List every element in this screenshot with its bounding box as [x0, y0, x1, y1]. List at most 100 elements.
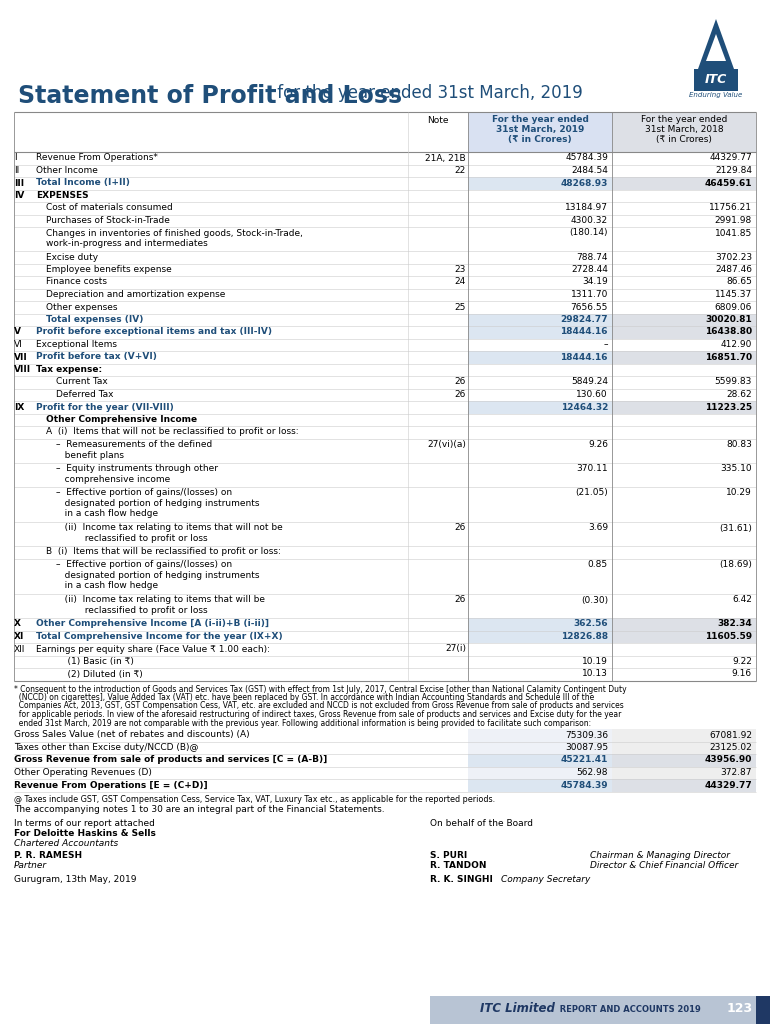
Text: (1) Basic (in ₹): (1) Basic (in ₹) — [56, 657, 134, 666]
Text: (21.05): (21.05) — [575, 488, 608, 497]
Text: 0.85: 0.85 — [588, 560, 608, 569]
Text: VI: VI — [14, 340, 23, 349]
Text: R. TANDON: R. TANDON — [430, 861, 487, 870]
Bar — [468, 741, 612, 754]
Bar — [612, 618, 756, 631]
Text: 27(i): 27(i) — [445, 644, 466, 653]
Text: (NCCD) on cigarettes], Value Added Tax (VAT) etc. have been replaced by GST. In : (NCCD) on cigarettes], Value Added Tax (… — [14, 693, 594, 702]
Text: Changes in inventories of finished goods, Stock-in-Trade,
work-in-progress and i: Changes in inventories of finished goods… — [46, 228, 303, 248]
Text: 13184.97: 13184.97 — [565, 204, 608, 213]
Text: 23125.02: 23125.02 — [709, 743, 752, 752]
Text: 6.42: 6.42 — [732, 596, 752, 604]
Text: Chairman & Managing Director: Chairman & Managing Director — [590, 852, 730, 860]
Text: 382.34: 382.34 — [717, 620, 752, 629]
Text: 26: 26 — [454, 596, 466, 604]
Text: 80.83: 80.83 — [726, 440, 752, 449]
Text: (0.30): (0.30) — [581, 596, 608, 604]
Text: 1145.37: 1145.37 — [715, 290, 752, 299]
Text: Employee benefits expense: Employee benefits expense — [46, 265, 172, 274]
Bar — [612, 779, 756, 792]
Text: 9.22: 9.22 — [732, 657, 752, 666]
Bar — [756, 996, 770, 1024]
Text: (180.14): (180.14) — [570, 228, 608, 238]
Text: 9.26: 9.26 — [588, 440, 608, 449]
Text: XI: XI — [14, 632, 25, 641]
Text: For the year ended: For the year ended — [641, 115, 727, 124]
Text: 5849.24: 5849.24 — [571, 378, 608, 386]
Text: P. R. RAMESH: P. R. RAMESH — [14, 852, 82, 860]
Text: EXPENSES: EXPENSES — [36, 191, 89, 200]
Text: Other expenses: Other expenses — [46, 302, 118, 311]
Text: B  (i)  Items that will be reclassified to profit or loss:: B (i) Items that will be reclassified to… — [46, 548, 281, 556]
Text: 10.29: 10.29 — [726, 488, 752, 497]
Text: 11223.25: 11223.25 — [705, 402, 752, 412]
Text: Excise duty: Excise duty — [46, 253, 98, 261]
Text: * Consequent to the introduction of Goods and Services Tax (GST) with effect fro: * Consequent to the introduction of Good… — [14, 684, 627, 693]
Text: Partner: Partner — [14, 861, 47, 870]
Text: Cost of materials consumed: Cost of materials consumed — [46, 204, 172, 213]
Text: IX: IX — [14, 402, 25, 412]
Text: 2728.44: 2728.44 — [571, 265, 608, 274]
Text: 2129.84: 2129.84 — [715, 166, 752, 175]
Text: –  Equity instruments through other
   comprehensive income: – Equity instruments through other compr… — [56, 464, 218, 483]
Text: VIII: VIII — [14, 365, 31, 374]
Text: 3.69: 3.69 — [588, 523, 608, 532]
Bar — [612, 729, 756, 741]
Text: 1311.70: 1311.70 — [571, 290, 608, 299]
Text: Total Income (I+II): Total Income (I+II) — [36, 178, 130, 187]
Text: Exceptional Items: Exceptional Items — [36, 340, 117, 349]
Text: 25: 25 — [454, 302, 466, 311]
Bar — [468, 779, 612, 792]
Text: Gurugram, 13th May, 2019: Gurugram, 13th May, 2019 — [14, 876, 136, 885]
Text: Note: Note — [427, 116, 449, 125]
Text: 7656.55: 7656.55 — [571, 302, 608, 311]
Bar — [468, 767, 612, 779]
Text: 412.90: 412.90 — [721, 340, 752, 349]
Text: Earnings per equity share (Face Value ₹ 1.00 each):: Earnings per equity share (Face Value ₹ … — [36, 644, 270, 653]
Text: 45221.41: 45221.41 — [561, 756, 608, 765]
Text: 6809.06: 6809.06 — [715, 302, 752, 311]
Bar — [612, 401, 756, 414]
Bar — [468, 112, 612, 152]
Text: Revenue From Operations [E = (C+D)]: Revenue From Operations [E = (C+D)] — [14, 780, 208, 790]
Text: 5599.83: 5599.83 — [715, 378, 752, 386]
Text: 27(vi)(a): 27(vi)(a) — [427, 440, 466, 449]
Text: Other Comprehensive Income [A (i-ii)+B (i-ii)]: Other Comprehensive Income [A (i-ii)+B (… — [36, 620, 269, 629]
Bar — [612, 754, 756, 767]
Bar — [468, 401, 612, 414]
Bar — [468, 177, 612, 189]
Text: 31st March, 2019: 31st March, 2019 — [496, 125, 584, 134]
Text: For Deloitte Haskins & Sells: For Deloitte Haskins & Sells — [14, 828, 156, 838]
Text: Gross Sales Value (net of rebates and discounts) (A): Gross Sales Value (net of rebates and di… — [14, 730, 249, 739]
Text: 24: 24 — [455, 278, 466, 287]
Text: 34.19: 34.19 — [582, 278, 608, 287]
Text: 130.60: 130.60 — [577, 390, 608, 399]
Text: ITC Limited: ITC Limited — [480, 1002, 555, 1016]
Text: Purchases of Stock-in-Trade: Purchases of Stock-in-Trade — [46, 216, 170, 225]
Text: ended 31st March, 2019 are not comparable with the previous year. Following addi: ended 31st March, 2019 are not comparabl… — [14, 719, 591, 727]
Text: 75309.36: 75309.36 — [565, 730, 608, 739]
Text: Finance costs: Finance costs — [46, 278, 107, 287]
Text: Deferred Tax: Deferred Tax — [56, 390, 113, 399]
Text: S. PURI: S. PURI — [430, 852, 467, 860]
Text: Tax expense:: Tax expense: — [36, 365, 102, 374]
Text: 370.11: 370.11 — [577, 464, 608, 473]
Text: 362.56: 362.56 — [574, 620, 608, 629]
Text: 2991.98: 2991.98 — [715, 216, 752, 225]
Text: 45784.39: 45784.39 — [565, 154, 608, 163]
Text: Statement of Profit and Loss: Statement of Profit and Loss — [18, 84, 402, 108]
Text: @ Taxes include GST, GST Compensation Cess, Service Tax, VAT, Luxury Tax etc., a: @ Taxes include GST, GST Compensation Ce… — [14, 796, 495, 805]
Bar — [612, 741, 756, 754]
Text: 335.10: 335.10 — [721, 464, 752, 473]
Text: 11756.21: 11756.21 — [709, 204, 752, 213]
Text: Chartered Accountants: Chartered Accountants — [14, 839, 119, 848]
Text: Total Comprehensive Income for the year (IX+X): Total Comprehensive Income for the year … — [36, 632, 283, 641]
Text: VII: VII — [14, 352, 28, 361]
Text: Depreciation and amortization expense: Depreciation and amortization expense — [46, 290, 226, 299]
Bar — [468, 618, 612, 631]
Text: II: II — [14, 166, 19, 175]
Text: 10.13: 10.13 — [582, 670, 608, 679]
Text: In terms of our report attached: In terms of our report attached — [14, 818, 155, 827]
Text: 372.87: 372.87 — [721, 768, 752, 777]
Text: 29824.77: 29824.77 — [561, 315, 608, 324]
